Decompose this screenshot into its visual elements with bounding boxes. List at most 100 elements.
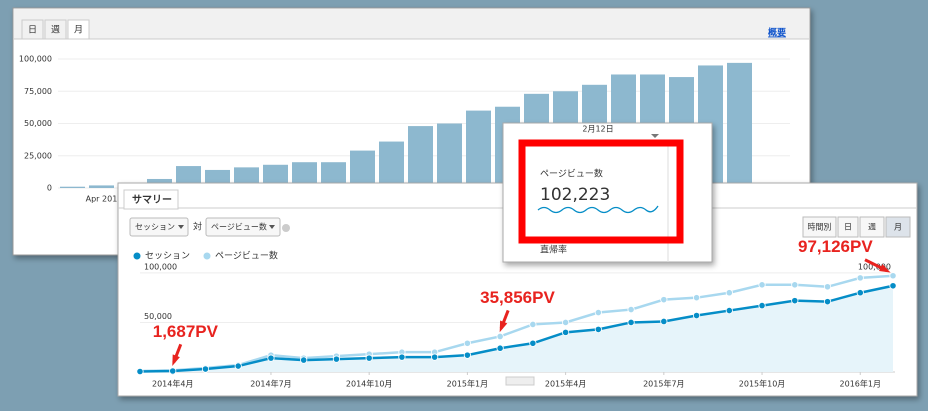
granularity-button[interactable] (837, 216, 859, 238)
point (365, 354, 373, 362)
popup: 2月12日 ページビュー数 102,223 直帰率 (502, 122, 713, 263)
point (201, 365, 210, 373)
granularity-button[interactable] (802, 216, 837, 238)
point (267, 354, 275, 362)
x-tick-label: 2015年1月 (447, 379, 488, 389)
overview-link[interactable]: 概要 (768, 27, 786, 39)
x-tick-label: 2014年10月 (346, 379, 393, 389)
tab-label: サマリー (132, 194, 172, 206)
dropdown-label: ページビュー数 (211, 222, 267, 232)
popup-next-metric: 直帰率 (540, 244, 567, 256)
point (758, 302, 766, 310)
point (660, 296, 668, 304)
line (139, 274, 894, 373)
tab-label: 月 (74, 25, 83, 36)
bar (437, 123, 462, 188)
granularity-label: 時間別 (808, 223, 832, 232)
point (562, 328, 570, 336)
bar (379, 141, 404, 188)
point (627, 305, 635, 314)
bar (466, 110, 491, 188)
tab[interactable] (67, 19, 90, 40)
annotation: 35,856PV (480, 288, 555, 307)
granularity-button[interactable] (885, 216, 911, 238)
tab-label: 日 (28, 25, 37, 36)
granularity-button[interactable] (859, 216, 885, 238)
x-tick-label: 2015年4月 (545, 379, 586, 389)
point (823, 283, 832, 291)
point (692, 294, 701, 302)
point (692, 311, 701, 320)
arrow-head (879, 264, 891, 273)
point (594, 325, 602, 333)
caret (651, 134, 659, 138)
bar (60, 186, 85, 188)
point (496, 344, 504, 352)
bar (263, 164, 288, 188)
bar (350, 150, 375, 188)
point (594, 308, 602, 317)
caret (178, 225, 184, 229)
point (889, 282, 897, 290)
popup-metric: ページビュー数 (540, 168, 603, 180)
granularity-label: 月 (894, 223, 902, 232)
y-tick-label: 100,000 (144, 262, 177, 271)
point (562, 318, 570, 327)
dropdown[interactable] (129, 217, 189, 237)
annotation: 1,687PV (153, 322, 219, 341)
resize-handle[interactable] (505, 376, 535, 386)
point (758, 281, 766, 289)
popup-date: 2月12日 (582, 125, 613, 134)
tab[interactable] (123, 189, 179, 210)
bar (408, 126, 433, 188)
x-tick-label: 2014年7月 (250, 379, 291, 389)
point (496, 332, 504, 341)
caret (269, 225, 275, 229)
x-tick-label: 2015年10月 (739, 379, 786, 389)
tab-strip (14, 9, 809, 39)
point (791, 297, 799, 305)
tab-label: 週 (51, 25, 60, 36)
point (431, 353, 439, 361)
arrow-head (172, 354, 180, 367)
legend-label: ページビュー数 (215, 250, 278, 262)
tab[interactable] (44, 19, 67, 40)
y-tick-label: 0 (47, 184, 52, 193)
point (300, 356, 308, 364)
dropdown-label: セッション (135, 223, 175, 232)
x-tick-label: 2015年7月 (643, 379, 684, 389)
point (660, 317, 668, 326)
point (398, 353, 406, 361)
point (529, 339, 537, 347)
clear-button[interactable] (282, 224, 290, 232)
arrow-head (499, 320, 508, 333)
highlight-box (518, 139, 684, 244)
y-tick-label: 25,000 (24, 151, 52, 160)
x-tick-label: 2016年1月 (840, 379, 881, 389)
sparkline (537, 205, 659, 214)
legend-label: セッション (145, 251, 190, 262)
tab[interactable] (21, 19, 44, 40)
point (627, 318, 635, 327)
area (140, 285, 893, 372)
vs-label: 対 (193, 221, 202, 233)
y-tick-label: 50,000 (144, 312, 172, 321)
y-tick-label: 75,000 (24, 87, 52, 96)
annotation: 97,126PV (798, 237, 873, 256)
popup-value: 102,223 (540, 185, 610, 205)
legend-dot (133, 252, 141, 260)
point (463, 339, 471, 347)
x-tick-label: Apr 2014 (86, 195, 123, 204)
dropdown[interactable] (205, 217, 281, 237)
point (823, 298, 832, 306)
point (234, 362, 242, 370)
legend-dot (203, 252, 211, 260)
y-tick-label: 100,000 (19, 55, 52, 64)
point (463, 351, 471, 359)
bar (727, 62, 752, 189)
point (856, 289, 864, 297)
point (725, 306, 733, 315)
granularity-label: 日 (844, 223, 852, 232)
